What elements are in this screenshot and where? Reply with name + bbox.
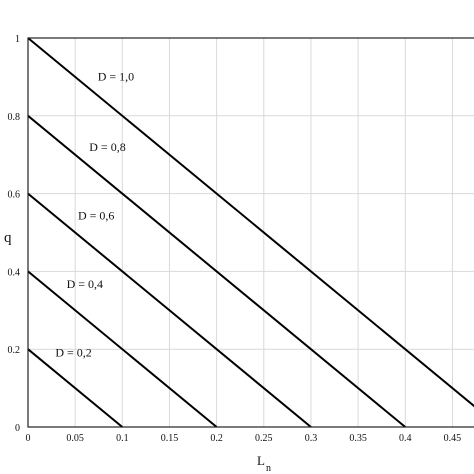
grid xyxy=(28,38,474,427)
series-label: D = 0,4 xyxy=(67,277,103,291)
x-tick-label: 0.1 xyxy=(116,433,129,444)
x-axis-title: L xyxy=(257,453,265,468)
x-tick-label: 0.05 xyxy=(66,433,84,444)
y-tick-label: 1 xyxy=(15,34,20,45)
series-line xyxy=(27,37,474,408)
y-tick-label: 0.8 xyxy=(8,112,21,123)
series-line xyxy=(27,115,406,428)
x-tick-label: 0.3 xyxy=(305,433,318,444)
x-tick-label: 0.2 xyxy=(210,433,223,444)
series-label: D = 0,2 xyxy=(55,346,91,360)
series-line xyxy=(27,192,312,428)
y-tick-label: 0.2 xyxy=(8,345,21,356)
x-axis-ticks: 0 0.05 0.1 0.15 0.2 0.25 0.3 0.35 0.4 0.45 xyxy=(26,433,462,444)
series-lines xyxy=(27,37,474,428)
x-tick-label: 0.4 xyxy=(399,433,412,444)
x-tick-label: 0.35 xyxy=(349,433,367,444)
series-labels: D = 1,0 D = 0,8 D = 0,6 D = 0,4 D = 0,2 xyxy=(55,69,134,359)
y-axis-ticks: 0 0.2 0.4 0.6 0.8 1 xyxy=(8,34,21,434)
series-label: D = 0,6 xyxy=(78,209,114,223)
x-tick-label: 0.15 xyxy=(161,433,179,444)
series-label: D = 1,0 xyxy=(98,69,134,83)
plot-frame xyxy=(27,37,474,428)
y-tick-label: 0.6 xyxy=(8,190,21,201)
series-line xyxy=(27,270,218,428)
y-tick-label: 0 xyxy=(15,423,20,434)
y-axis-title: q xyxy=(4,230,12,246)
x-axis-title-subscript: n xyxy=(266,463,271,474)
x-tick-label: 0.25 xyxy=(255,433,273,444)
x-tick-label: 0.45 xyxy=(444,433,462,444)
y-tick-label: 0.4 xyxy=(8,267,21,278)
series-line xyxy=(27,348,123,428)
series-label: D = 0,8 xyxy=(89,140,125,154)
x-tick-label: 0 xyxy=(26,433,31,444)
